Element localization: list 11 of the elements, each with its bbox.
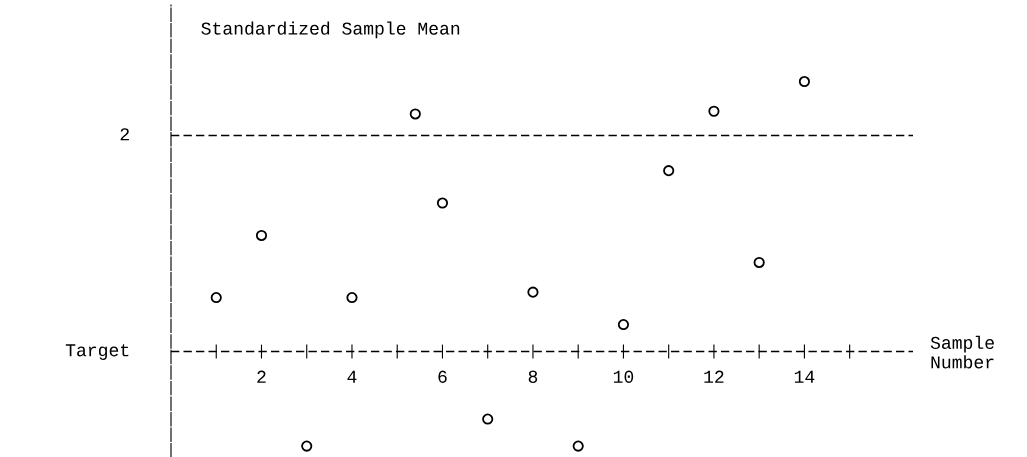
x-tick-label: 4 — [347, 370, 357, 383]
text: 2 — [120, 128, 129, 141]
x-axis-title: Sample Number — [930, 335, 994, 369]
x-tick-label: 8 — [528, 370, 538, 383]
ref-line-label: Target — [65, 344, 129, 360]
x-tick-label: 10 — [613, 370, 634, 383]
x-tick-label: 14 — [794, 370, 815, 383]
x-tick-label: 6 — [438, 370, 447, 383]
x-tick-label: 12 — [704, 370, 724, 383]
y-axis-title: Standardized Sample Mean — [201, 21, 460, 39]
x-tick-label: 2 — [257, 370, 266, 383]
